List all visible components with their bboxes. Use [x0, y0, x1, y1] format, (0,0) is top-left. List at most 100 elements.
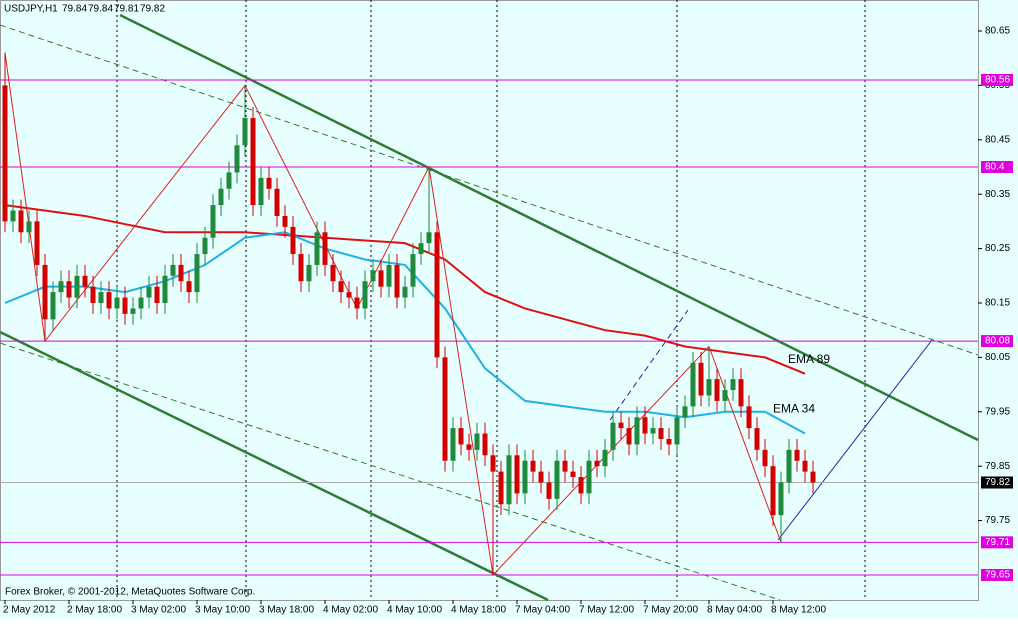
y-tick-label: 80.25 [985, 243, 1010, 254]
candle-body [642, 417, 648, 434]
candle-body [338, 281, 344, 293]
candle-body [258, 177, 264, 206]
candle-body [722, 390, 728, 401]
candle-body [698, 362, 704, 396]
candle-body [506, 455, 512, 505]
y-tick-label: 79.75 [985, 515, 1010, 526]
x-tick-label: 7 May 04:00 [515, 605, 570, 616]
candle-body [26, 221, 32, 233]
candle-body [794, 449, 800, 461]
quote-high: 79.84 [88, 4, 113, 15]
x-tick-label: 8 May 12:00 [771, 605, 826, 616]
candle-body [786, 449, 792, 483]
candle-body [746, 406, 752, 429]
ema-line [4, 231, 806, 435]
candle-body [770, 466, 776, 516]
candle-body [50, 292, 56, 320]
candle-body [218, 188, 224, 206]
candle-body [154, 286, 160, 303]
candle-body [18, 210, 24, 233]
candle-body [130, 308, 136, 314]
candle-body [522, 460, 528, 494]
candle-body [458, 428, 464, 445]
candle-body [546, 482, 552, 499]
candle-body [434, 232, 440, 358]
candle-body [778, 482, 784, 516]
x-tick-label: 3 May 10:00 [195, 605, 250, 616]
level-label: 80.08 [985, 336, 1010, 347]
candle-body [106, 292, 112, 309]
candle-body [586, 460, 592, 494]
x-tick-label: 3 May 18:00 [259, 605, 314, 616]
y-tick-label: 80.15 [985, 298, 1010, 309]
candle-body [186, 281, 192, 293]
candle-body [354, 297, 360, 309]
quote-open: 79.84 [62, 4, 87, 15]
level-label: 80.56 [985, 75, 1010, 86]
candle-body [538, 471, 544, 483]
candle-body [282, 215, 288, 227]
candle-body [234, 145, 240, 173]
candle-body [122, 297, 128, 314]
x-tick-label: 7 May 12:00 [579, 605, 634, 616]
candle-body [514, 455, 520, 494]
candle-body [666, 438, 672, 445]
candle-body [562, 460, 568, 472]
candle-body [90, 286, 96, 303]
candle-body [10, 210, 16, 222]
x-tick-label: 2 May 18:00 [67, 605, 122, 616]
level-label-box [981, 568, 1013, 581]
candle-body [530, 460, 536, 472]
candle-body [578, 477, 584, 494]
candle-body [306, 264, 312, 282]
candle-body [98, 292, 104, 303]
last-price-box [981, 476, 1013, 489]
candle-body [330, 264, 336, 282]
quote-low: 79.81 [114, 4, 139, 15]
x-tick-label: 4 May 02:00 [323, 605, 378, 616]
candle-body [602, 449, 608, 467]
candle-body [442, 357, 448, 461]
candle-body [298, 254, 304, 282]
candle-body [266, 177, 272, 189]
candle-body [2, 85, 8, 222]
candle-body [82, 275, 88, 287]
candle-body [570, 471, 576, 478]
candle-body [482, 433, 488, 456]
zigzag [4, 52, 782, 577]
level-label: 79.71 [985, 537, 1010, 548]
ema-label: EMA 89 [788, 352, 830, 366]
candle-body [706, 379, 712, 396]
candle-body [210, 205, 216, 238]
candle-body [410, 254, 416, 287]
candle-body [418, 243, 424, 255]
candle-body [322, 232, 328, 265]
candle-body [426, 232, 432, 244]
candle-body [498, 471, 504, 505]
level-label-box [981, 335, 1013, 348]
candle-body [594, 460, 600, 467]
level-label-box [981, 73, 1013, 86]
candle-body [74, 275, 80, 298]
candle-body [674, 417, 680, 445]
candle-body [658, 428, 664, 439]
candle-body [554, 460, 560, 499]
candle-body [802, 460, 808, 472]
candle-body [378, 270, 384, 287]
x-tick-label: 7 May 20:00 [643, 605, 698, 616]
candle-body [386, 264, 392, 287]
day-separators [116, 0, 866, 600]
candle-body [650, 428, 656, 434]
candle-body [810, 471, 816, 483]
candle-body [146, 286, 152, 298]
y-tick-label: 80.45 [985, 134, 1010, 145]
y-tick-label: 79.95 [985, 406, 1010, 417]
candle-body [450, 428, 456, 461]
candle-body [34, 221, 40, 265]
x-tick-label: 2 May 2012 [3, 605, 56, 616]
y-tick-label: 80.05 [985, 352, 1010, 363]
candle-body [274, 188, 280, 216]
y-tick-label: 80.65 [985, 26, 1010, 37]
candle-body [370, 270, 376, 282]
candle-body [362, 281, 368, 309]
